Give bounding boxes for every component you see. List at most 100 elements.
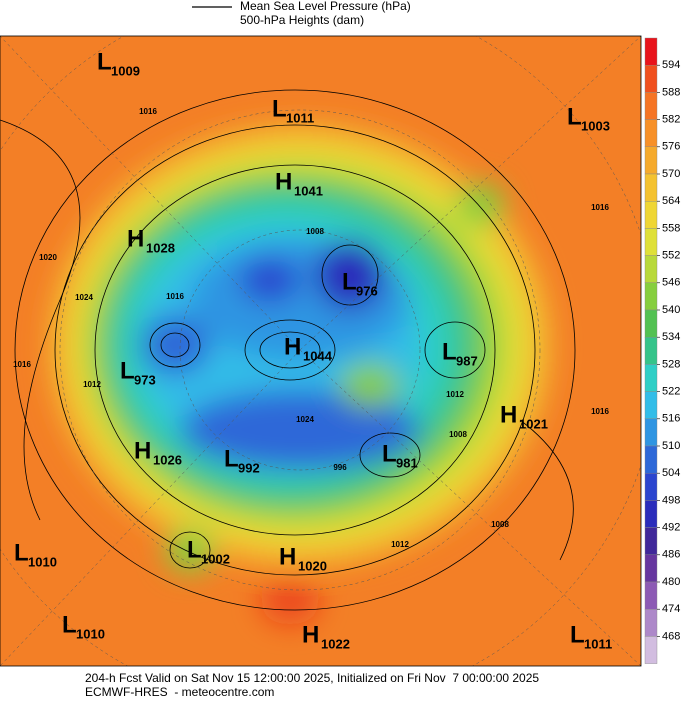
footer-line-1: 204-h Fcst Valid on Sat Nov 15 12:00:00 … bbox=[85, 671, 539, 685]
contour-label: 1016 bbox=[591, 407, 609, 416]
colorbar-swatch bbox=[644, 500, 658, 528]
contour-label: 1016 bbox=[591, 203, 609, 212]
colorbar-swatch bbox=[644, 92, 658, 120]
colorbar-tick-label: 588 bbox=[662, 86, 680, 98]
center-letter: L bbox=[97, 48, 112, 75]
contour-label: 1016 bbox=[139, 107, 157, 116]
colorbar-swatch bbox=[644, 255, 658, 284]
center-letter: L bbox=[187, 536, 202, 563]
center-pressure: 1002 bbox=[201, 551, 230, 566]
center-pressure: 976 bbox=[356, 283, 378, 298]
center-pressure: 1022 bbox=[321, 636, 350, 651]
center-letter: L bbox=[14, 539, 29, 566]
center-letter: H bbox=[279, 543, 296, 570]
contour-label: 1024 bbox=[296, 415, 314, 424]
colorbar-tick-label: 510 bbox=[662, 440, 680, 452]
center-letter: L bbox=[382, 440, 397, 467]
colorbar-tick-label: 522 bbox=[662, 386, 680, 398]
center-letter: H bbox=[284, 333, 301, 360]
center-pressure: 1021 bbox=[519, 416, 548, 431]
graticule bbox=[0, 36, 641, 666]
colorbar-swatch bbox=[644, 64, 658, 93]
legend-line-label: Mean Sea Level Pressure (hPa) bbox=[240, 0, 411, 13]
center-pressure: 1028 bbox=[146, 240, 175, 255]
colorbar-swatch bbox=[644, 445, 658, 474]
isobars bbox=[0, 89, 576, 611]
colorbar-swatch bbox=[644, 119, 658, 147]
colorbar-tick-label: 570 bbox=[662, 168, 680, 180]
center-letter: H bbox=[500, 401, 517, 428]
center-letter: H bbox=[134, 437, 151, 464]
colorbar-tick-label: 576 bbox=[662, 141, 680, 153]
center-pressure: 973 bbox=[134, 372, 156, 387]
colorbar-tick-label: 546 bbox=[662, 277, 680, 289]
colorbar-swatch bbox=[644, 554, 658, 583]
center-letter: H bbox=[302, 621, 319, 648]
colorbar-tick-label: 552 bbox=[662, 250, 680, 262]
center-pressure: 1044 bbox=[303, 348, 333, 363]
colorbar-swatch bbox=[644, 309, 658, 338]
colorbar-tick-label: 492 bbox=[662, 522, 680, 534]
center-letter: L bbox=[272, 95, 287, 122]
colorbar-tick-label: 534 bbox=[662, 331, 680, 343]
colorbar-swatch bbox=[644, 282, 658, 311]
colorbar-swatch bbox=[644, 337, 658, 365]
colorbar-tick-label: 474 bbox=[662, 603, 680, 615]
center-pressure: 981 bbox=[396, 455, 418, 470]
contour-label: 1008 bbox=[449, 430, 467, 439]
contour-label: 1012 bbox=[391, 540, 409, 549]
center-pressure: 1011 bbox=[584, 636, 612, 651]
colorbar-tick-label: 486 bbox=[662, 549, 680, 561]
colorbar-swatch bbox=[644, 473, 658, 501]
center-pressure: 1010 bbox=[28, 554, 57, 569]
colorbar-tick-label: 558 bbox=[662, 222, 680, 234]
contour-label: 1020 bbox=[39, 253, 57, 262]
colorbar-tick-label: 480 bbox=[662, 576, 680, 588]
center-pressure: 1041 bbox=[294, 183, 323, 198]
contour-label: 1024 bbox=[75, 293, 93, 302]
colorbar-swatch bbox=[644, 146, 658, 175]
center-pressure: 1010 bbox=[76, 626, 105, 641]
legend-fill-label: 500-hPa Heights (dam) bbox=[240, 13, 364, 27]
colorbar-tick-label: 528 bbox=[662, 358, 680, 370]
center-letter: L bbox=[62, 611, 77, 638]
center-letter: L bbox=[224, 445, 239, 472]
colorbar-swatch bbox=[644, 418, 658, 447]
colorbar-swatch bbox=[644, 173, 658, 202]
colorbar-tick-label: 516 bbox=[662, 413, 680, 425]
center-letter: L bbox=[342, 268, 357, 295]
colorbar-tick-label: 594 bbox=[662, 59, 680, 71]
contour-label: 1012 bbox=[446, 390, 464, 399]
center-pressure: 987 bbox=[456, 353, 478, 368]
center-letter: L bbox=[120, 357, 135, 384]
contour-label: 996 bbox=[333, 463, 347, 472]
center-letter: L bbox=[570, 621, 585, 648]
colorbar-tick-label: 540 bbox=[662, 304, 680, 316]
colorbar-swatch bbox=[644, 609, 658, 637]
center-pressure: 1026 bbox=[153, 452, 182, 467]
center-pressure: 992 bbox=[238, 460, 260, 475]
colorbar-swatch bbox=[644, 364, 658, 392]
colorbar-swatch bbox=[644, 527, 658, 555]
center-pressure: 1003 bbox=[581, 118, 610, 133]
height-field bbox=[50, 125, 550, 625]
colorbar-swatch bbox=[644, 391, 658, 420]
center-letter: H bbox=[127, 225, 144, 252]
contour-label: 1016 bbox=[13, 360, 31, 369]
colorbar-swatch bbox=[644, 581, 658, 610]
colorbar-tick-label: 468 bbox=[662, 630, 680, 642]
colorbar-tick-label: 498 bbox=[662, 494, 680, 506]
colorbar-swatch bbox=[644, 37, 658, 66]
contour-label: 1012 bbox=[83, 380, 101, 389]
center-pressure: 1011 bbox=[286, 110, 314, 125]
footer-line-2: ECMWF-HRES - meteocentre.com bbox=[85, 685, 274, 699]
contour-label: 1016 bbox=[166, 292, 184, 301]
colorbar: 594 588 582 576 570 564 558 552 546 540 534 528 522 5… bbox=[644, 37, 680, 664]
contour-label: 1008 bbox=[306, 227, 324, 236]
colorbar-swatch bbox=[644, 200, 658, 229]
center-letter: L bbox=[567, 103, 582, 130]
